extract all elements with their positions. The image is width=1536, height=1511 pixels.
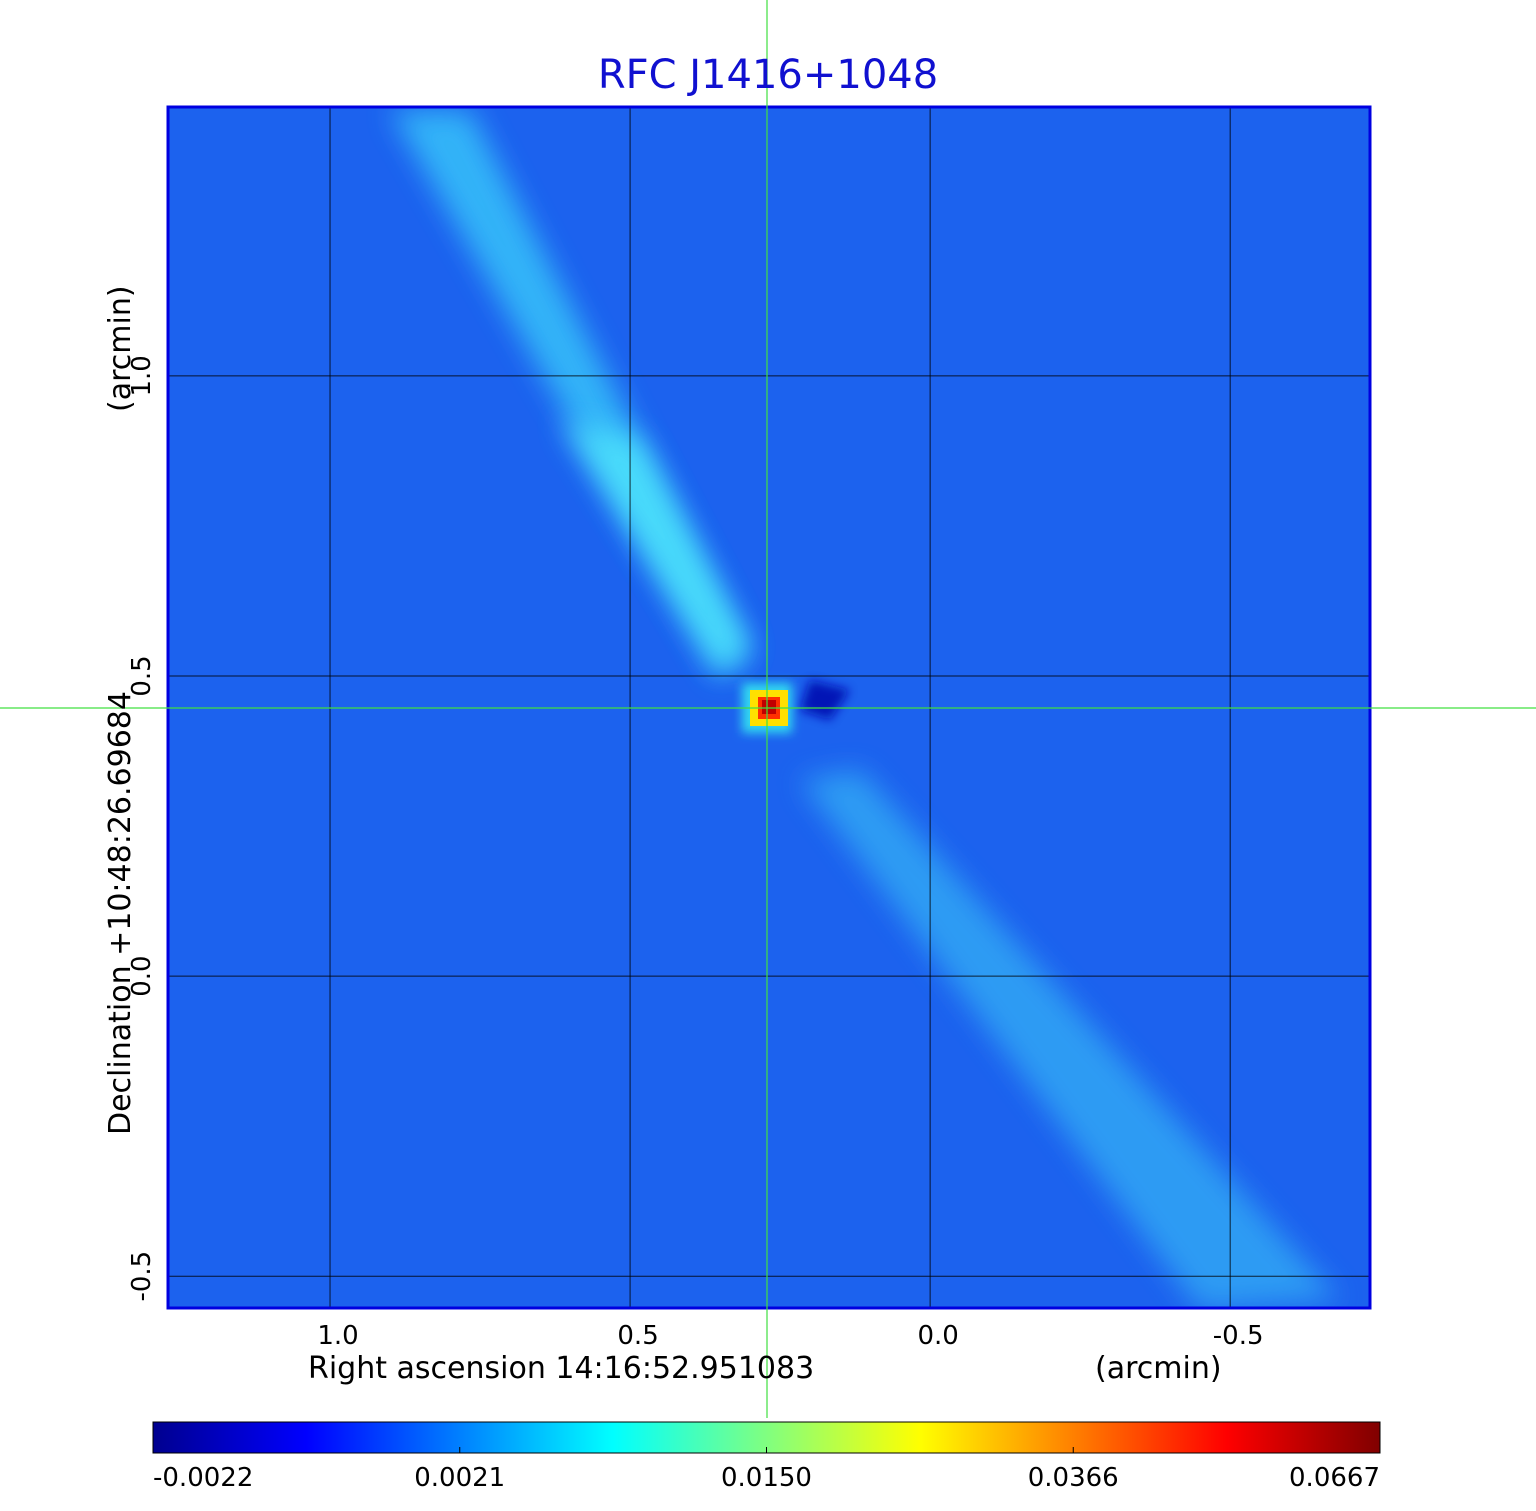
x-tick-label: -0.5 [1213, 1321, 1264, 1351]
y-tick-label: 0.0 [127, 955, 157, 996]
x-axis-label: Right ascension 14:16:52.951083 [308, 1351, 814, 1386]
x-axis-unit: (arcmin) [1095, 1351, 1222, 1386]
y-axis-unit: (arcmin) [103, 285, 138, 412]
chart-title: RFC J1416+1048 [598, 52, 938, 98]
colorbar-tick-label: 0.0366 [1028, 1463, 1119, 1493]
x-tick-label: 0.5 [617, 1321, 658, 1351]
y-tick-label: 0.5 [127, 655, 157, 696]
y-tick-label: -0.5 [127, 1251, 157, 1302]
colorbar-tick-label: 0.0021 [414, 1463, 505, 1493]
x-tick-label: 1.0 [317, 1321, 358, 1351]
colorbar-tick-label: -0.0022 [153, 1463, 253, 1493]
x-tick-label: 0.0 [917, 1321, 958, 1351]
y-tick-label: 1.0 [127, 355, 157, 396]
y-axis-label: Declination +10:48:26.69684 [103, 691, 138, 1135]
colorbar-tick-label: 0.0667 [1289, 1463, 1380, 1493]
colorbar-tick-label: 0.0150 [721, 1463, 812, 1493]
